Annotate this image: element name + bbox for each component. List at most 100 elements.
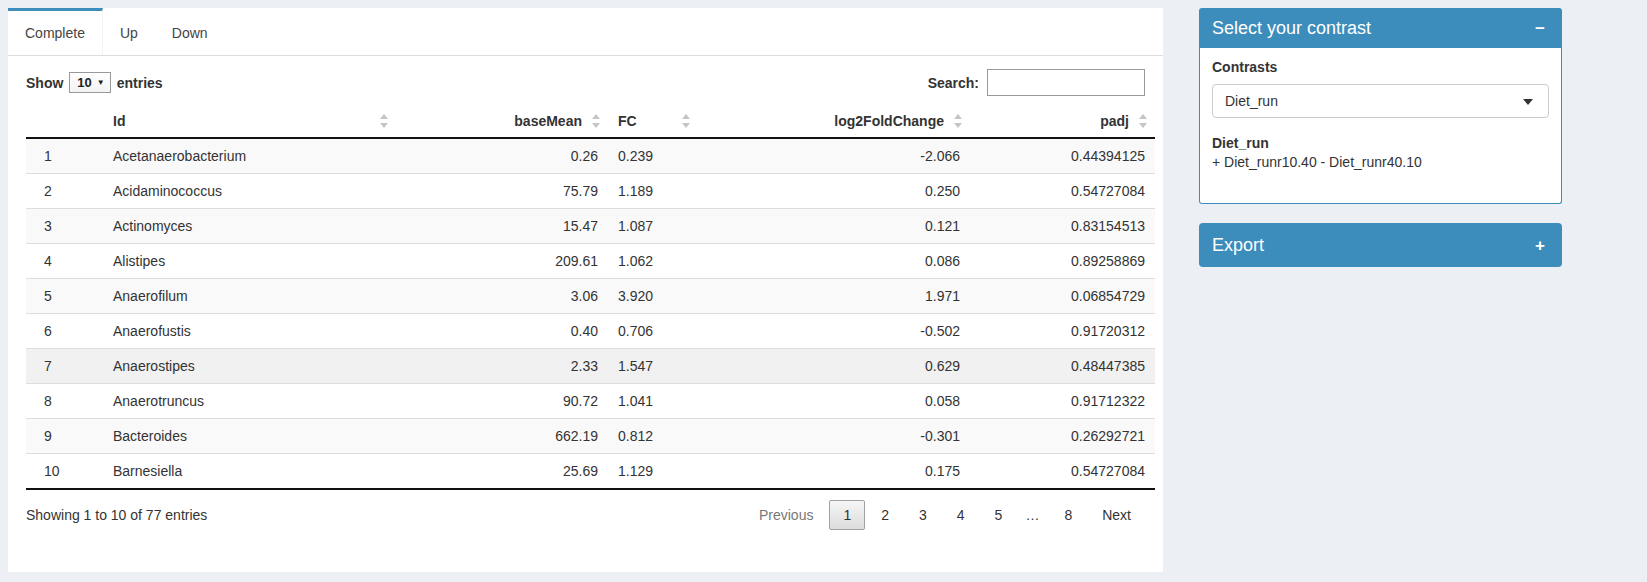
tab-up[interactable]: Up [103, 8, 155, 55]
export-box-header: Export + [1199, 223, 1562, 267]
pagination-page-5[interactable]: 5 [981, 500, 1017, 530]
cell-log2foldchange: 0.121 [698, 209, 970, 244]
cell-basemean: 90.72 [396, 384, 608, 419]
search-input[interactable] [987, 69, 1145, 96]
page: Complete Up Down Show 10 ▼ entries Searc… [0, 0, 1647, 582]
contrast-select[interactable]: Diet_run [1212, 84, 1549, 118]
table-row[interactable]: 7 Anaerostipes 2.33 1.547 0.629 0.484473… [26, 349, 1155, 384]
cell-basemean: 25.69 [396, 454, 608, 490]
pagination-previous[interactable]: Previous [745, 500, 827, 530]
cell-fc: 1.087 [608, 209, 698, 244]
cell-padj: 0.89258869 [970, 244, 1155, 279]
cell-log2foldchange: 0.175 [698, 454, 970, 490]
cell-fc: 0.812 [608, 419, 698, 454]
entries-select[interactable]: 10 ▼ [69, 72, 110, 93]
table-footer: Showing 1 to 10 of 77 entries Previous 1… [26, 500, 1145, 530]
entries-length-control: Show 10 ▼ entries [26, 72, 163, 93]
cell-id: Anaerofustis [103, 314, 396, 349]
collapse-minus-icon[interactable]: − [1528, 20, 1552, 37]
tab-down[interactable]: Down [155, 8, 225, 55]
table-row[interactable]: 8 Anaerotruncus 90.72 1.041 0.058 0.9171… [26, 384, 1155, 419]
table-header-row: Id baseMean FC log2FoldChange [26, 105, 1155, 138]
chevron-down-icon: ▼ [97, 78, 105, 87]
cell-rownum: 4 [26, 244, 103, 279]
cell-log2foldchange: 0.058 [698, 384, 970, 419]
cell-padj: 0.83154513 [970, 209, 1155, 244]
table-row[interactable]: 5 Anaerofilum 3.06 3.920 1.971 0.0685472… [26, 279, 1155, 314]
contrasts-label: Contrasts [1212, 59, 1549, 75]
cell-id: Anaerotruncus [103, 384, 396, 419]
cell-basemean: 209.61 [396, 244, 608, 279]
contrast-box: Select your contrast − Contrasts Diet_ru… [1199, 8, 1562, 204]
pagination-page-1[interactable]: 1 [829, 500, 865, 530]
column-header-id[interactable]: Id [103, 105, 396, 138]
cell-fc: 1.041 [608, 384, 698, 419]
cell-rownum: 7 [26, 349, 103, 384]
cell-log2foldchange: -0.301 [698, 419, 970, 454]
tab-complete[interactable]: Complete [8, 8, 103, 55]
search-label: Search: [928, 75, 979, 91]
cell-basemean: 15.47 [396, 209, 608, 244]
cell-id: Anaerofilum [103, 279, 396, 314]
column-header-fc[interactable]: FC [608, 105, 698, 138]
cell-rownum: 10 [26, 454, 103, 490]
pagination-page-3[interactable]: 3 [905, 500, 941, 530]
column-header-basemean[interactable]: baseMean [396, 105, 608, 138]
cell-basemean: 75.79 [396, 174, 608, 209]
cell-id: Actinomyces [103, 209, 396, 244]
cell-rownum: 1 [26, 138, 103, 174]
cell-padj: 0.48447385 [970, 349, 1155, 384]
cell-fc: 1.547 [608, 349, 698, 384]
cell-basemean: 0.40 [396, 314, 608, 349]
cell-padj: 0.91712322 [970, 384, 1155, 419]
cell-basemean: 0.26 [396, 138, 608, 174]
sort-icon [380, 114, 388, 128]
table-row[interactable]: 9 Bacteroides 662.19 0.812 -0.301 0.2629… [26, 419, 1155, 454]
cell-fc: 1.129 [608, 454, 698, 490]
entries-label: entries [117, 75, 163, 91]
cell-rownum: 9 [26, 419, 103, 454]
entries-select-value: 10 [77, 75, 91, 90]
cell-fc: 0.706 [608, 314, 698, 349]
table-controls: Show 10 ▼ entries Search: [26, 69, 1145, 96]
chevron-down-icon [1523, 99, 1533, 105]
export-box-title: Export [1212, 235, 1264, 256]
table-row[interactable]: 2 Acidaminococcus 75.79 1.189 0.250 0.54… [26, 174, 1155, 209]
cell-rownum: 5 [26, 279, 103, 314]
pagination-page-2[interactable]: 2 [867, 500, 903, 530]
contrast-formula: + Diet_runr10.40 - Diet_runr40.10 [1212, 154, 1549, 170]
column-header-padj[interactable]: padj [970, 105, 1155, 138]
expand-plus-icon[interactable]: + [1528, 237, 1552, 254]
pagination-next[interactable]: Next [1088, 500, 1145, 530]
pagination-page-8[interactable]: 8 [1050, 500, 1086, 530]
column-header-rownum [26, 105, 103, 138]
cell-log2foldchange: 1.971 [698, 279, 970, 314]
cell-log2foldchange: 0.086 [698, 244, 970, 279]
cell-log2foldchange: -2.066 [698, 138, 970, 174]
cell-log2foldchange: 0.250 [698, 174, 970, 209]
cell-log2foldchange: -0.502 [698, 314, 970, 349]
table-row[interactable]: 4 Alistipes 209.61 1.062 0.086 0.8925886… [26, 244, 1155, 279]
pagination-page-4[interactable]: 4 [943, 500, 979, 530]
table-row[interactable]: 3 Actinomyces 15.47 1.087 0.121 0.831545… [26, 209, 1155, 244]
contrast-box-body: Contrasts Diet_run Diet_run + Diet_runr1… [1199, 48, 1562, 204]
cell-padj: 0.06854729 [970, 279, 1155, 314]
cell-fc: 3.920 [608, 279, 698, 314]
sort-icon [592, 114, 600, 128]
table-row[interactable]: 1 Acetanaerobacterium 0.26 0.239 -2.066 … [26, 138, 1155, 174]
contrast-name: Diet_run [1212, 135, 1549, 151]
table-row[interactable]: 6 Anaerofustis 0.40 0.706 -0.502 0.91720… [26, 314, 1155, 349]
cell-padj: 0.91720312 [970, 314, 1155, 349]
results-card: Complete Up Down Show 10 ▼ entries Searc… [8, 8, 1163, 572]
sort-icon [682, 114, 690, 128]
cell-fc: 1.189 [608, 174, 698, 209]
cell-basemean: 2.33 [396, 349, 608, 384]
cell-id: Barnesiella [103, 454, 396, 490]
column-header-log2foldchange[interactable]: log2FoldChange [698, 105, 970, 138]
cell-basemean: 3.06 [396, 279, 608, 314]
export-box: Export + [1199, 223, 1562, 267]
search-control: Search: [928, 69, 1145, 96]
cell-id: Acidaminococcus [103, 174, 396, 209]
table-row[interactable]: 10 Barnesiella 25.69 1.129 0.175 0.54727… [26, 454, 1155, 490]
cell-padj: 0.26292721 [970, 419, 1155, 454]
